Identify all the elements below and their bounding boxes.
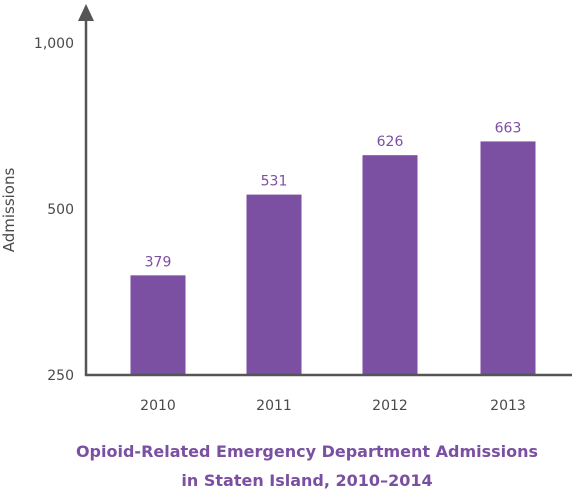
- bar-2012: [362, 155, 418, 375]
- value-label-2010: 379: [145, 254, 172, 270]
- value-label-2013: 663: [495, 120, 522, 136]
- chart-title-line-1: Opioid-Related Emergency Department Admi…: [75, 442, 539, 461]
- x-axis-tick-labels: 2010 2011 2012 2013: [140, 398, 526, 414]
- x-tick-label-2013: 2013: [490, 398, 526, 414]
- y-axis-title: Admissions: [0, 168, 18, 253]
- x-tick-label-2010: 2010: [140, 398, 176, 414]
- value-labels: 379 531 626 663: [145, 120, 522, 270]
- value-label-2011: 531: [261, 174, 288, 190]
- y-axis-arrow-icon: [78, 4, 94, 21]
- bars: [130, 141, 536, 375]
- y-axis-ticks: 250 500 1,000: [34, 36, 74, 384]
- y-tick-label: 1,000: [34, 36, 74, 52]
- bar-2013: [480, 141, 536, 375]
- x-tick-label-2012: 2012: [372, 398, 408, 414]
- chart-title-line-2: in Staten Island, 2010–2014: [181, 471, 433, 490]
- y-tick-label: 250: [47, 368, 74, 384]
- x-tick-label-2011: 2011: [256, 398, 292, 414]
- y-tick-label: 500: [47, 202, 74, 218]
- bar-2011: [246, 194, 302, 375]
- value-label-2012: 626: [377, 134, 404, 150]
- bar-2010: [130, 275, 186, 375]
